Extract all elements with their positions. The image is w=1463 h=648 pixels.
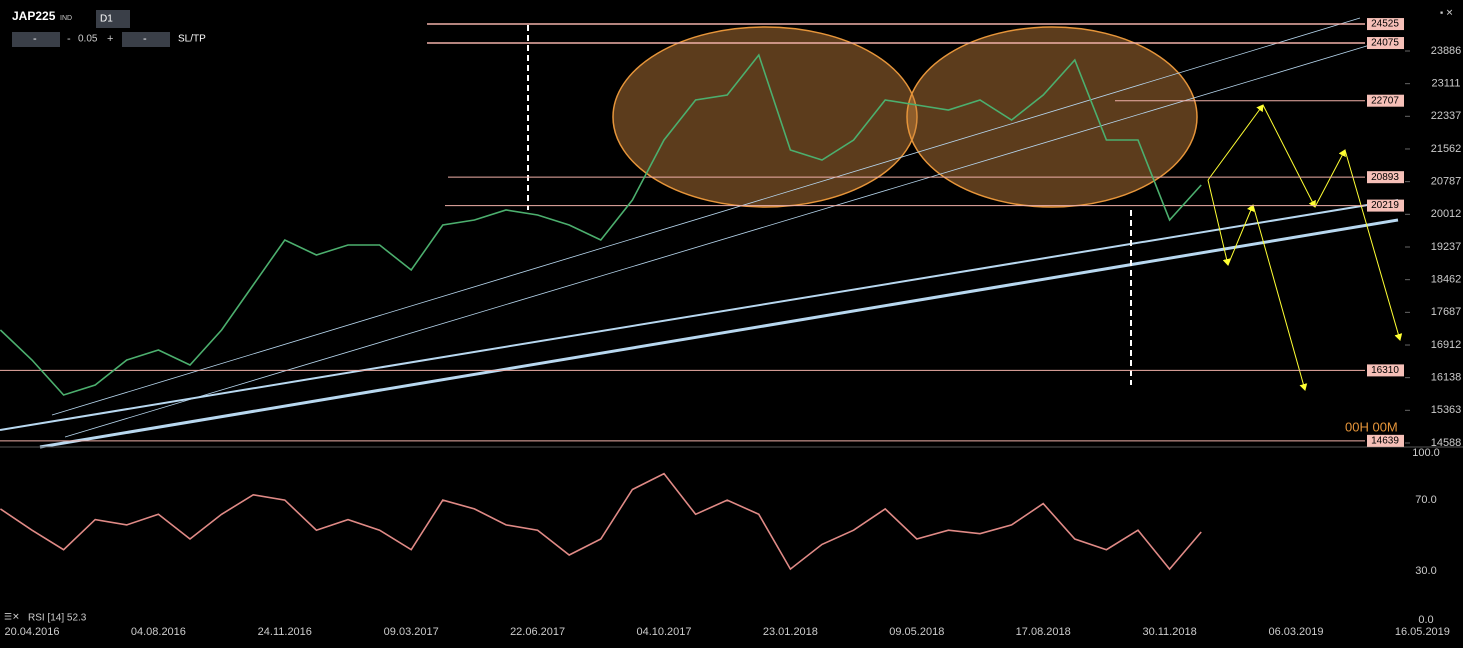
step-minus[interactable]: - [67,33,71,45]
x-tick-label: 24.11.2016 [258,626,312,638]
x-tick-label: 23.01.2018 [763,626,818,638]
y-tick-label: 17687 [1431,306,1462,318]
market: IND [60,15,72,22]
sl-tp[interactable]: SL/TP [178,34,206,45]
countdown: 00H 00M [1345,419,1398,434]
series-line [0,472,1202,571]
y-tick-label: 16912 [1431,339,1462,351]
level-box [1367,199,1404,212]
step: 0.05 [78,34,98,45]
series-line [0,53,1202,396]
y-tick-label: 23111 [1432,78,1461,90]
timeframe: D1 [100,14,113,25]
y-tick-label: 20012 [1431,208,1462,220]
level-label: 14639 [1371,435,1399,446]
level-label: 22707 [1371,95,1399,106]
level-label: 24075 [1371,38,1399,49]
x-tick-label: 20.04.2016 [4,626,59,638]
minus: - [33,33,37,45]
minus: - [143,33,147,45]
level-label: 20893 [1371,172,1399,183]
x-tick-label: 09.05.2018 [889,626,944,638]
x-tick-label: 04.08.2016 [131,626,186,638]
y-tick-label: 22337 [1431,110,1462,122]
level-box [1367,94,1404,107]
x-tick-label: 30.11.2018 [1142,626,1196,638]
level-box [1367,37,1404,50]
toolbar: JAP225 IND D1 - - 0.05 + - SL/TP ▪ ✕ [12,7,1453,47]
level-label: 16310 [1371,365,1399,376]
y-tick-label: 15363 [1431,404,1462,416]
drawings [0,17,1463,449]
x-tick-label: 06.03.2019 [1268,626,1323,638]
timeframe-button[interactable] [96,10,130,28]
x-tick-label: 09.03.2017 [384,626,439,638]
y-tick-label: 100.0 [1412,447,1440,459]
window-icons[interactable]: ▪ ✕ [1440,7,1453,17]
rsi-icons[interactable]: ☰✕ [4,611,20,621]
buy-input[interactable] [122,32,170,47]
level-box [1367,434,1404,447]
x-tick-label: 04.10.2017 [636,626,691,638]
y-tick-label: 20787 [1431,176,1462,188]
level-label: 24525 [1371,19,1399,30]
y-tick-label: 21562 [1431,143,1462,155]
y-tick-label: 16138 [1431,372,1462,384]
step-plus[interactable]: + [107,33,113,45]
x-tick-label: 16.05.2019 [1395,626,1450,638]
rsi-label: RSI [14] 52.3 [28,613,87,624]
sell-input[interactable] [12,32,60,47]
x-tick-label: 17.08.2018 [1016,626,1071,638]
symbol: JAP225 [12,9,56,23]
y-tick-label: 14588 [1431,437,1462,449]
y-tick-label: 19237 [1431,241,1462,253]
y-tick-label: 23886 [1431,45,1462,57]
x-tick-label: 22.06.2017 [510,626,565,638]
level-label: 20219 [1371,200,1399,211]
y-tick-label: 0.0 [1418,614,1433,626]
y-tick-label: 70.0 [1415,494,1436,506]
y-tick-label: 18462 [1431,274,1462,286]
level-box [1367,18,1404,31]
y-tick-label: 30.0 [1415,565,1436,577]
level-box [1367,364,1404,377]
level-box [1367,171,1404,184]
